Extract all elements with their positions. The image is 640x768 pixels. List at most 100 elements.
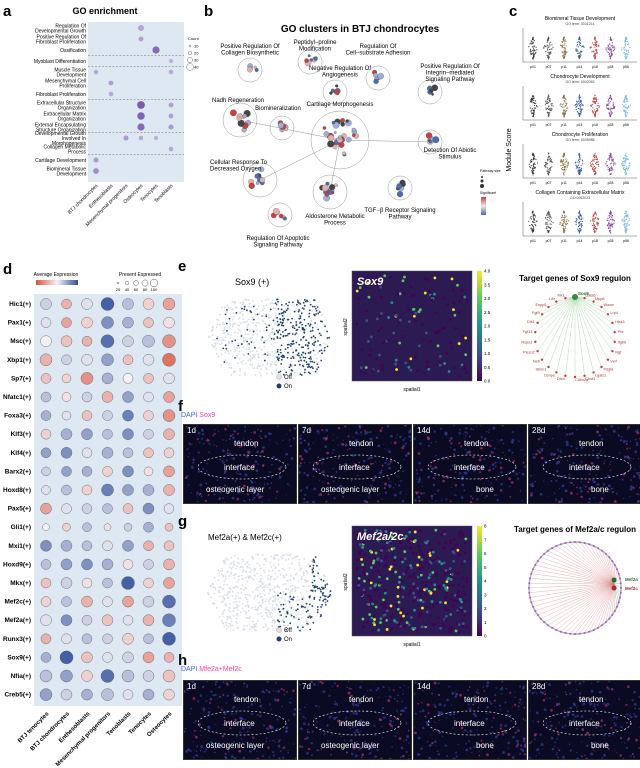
umap-cell-on xyxy=(289,622,292,625)
cluster-boundary xyxy=(365,65,391,91)
violin-point xyxy=(582,104,584,106)
umap-cell-off xyxy=(286,579,288,582)
go-term-label: Organization xyxy=(58,106,87,112)
violin-point xyxy=(613,47,615,49)
violin-point xyxy=(576,45,578,47)
umap-cell-on xyxy=(317,366,320,369)
regulon-dot xyxy=(101,353,114,367)
nucleus xyxy=(251,487,254,491)
violin-point xyxy=(626,156,628,158)
umap-cell-off xyxy=(215,353,218,356)
nucleus xyxy=(434,474,437,477)
violin-point xyxy=(628,51,630,53)
nucleus xyxy=(469,495,473,498)
umap-cell-off xyxy=(229,366,231,369)
nucleus xyxy=(468,450,470,452)
nucleus xyxy=(573,465,575,468)
nucleus xyxy=(358,425,362,428)
violin-point xyxy=(564,216,566,218)
violin-point xyxy=(624,160,626,162)
violin-point xyxy=(578,107,580,109)
spatial-spot xyxy=(404,572,408,575)
nucleus xyxy=(450,486,452,489)
violin-point xyxy=(580,216,583,218)
spatial-spot xyxy=(401,334,405,338)
violin-point xyxy=(594,53,596,56)
violin-point xyxy=(561,51,563,53)
umap-cell-off xyxy=(238,562,240,565)
nucleus xyxy=(287,483,289,486)
spatial-spot xyxy=(464,336,468,340)
go-term-label: Proliferation xyxy=(59,84,86,90)
nucleus xyxy=(442,479,446,483)
umap-cell-off xyxy=(213,602,216,605)
violin-point xyxy=(564,47,566,49)
umap-cell-on xyxy=(316,611,319,614)
nucleus xyxy=(430,465,432,467)
spatial-spot xyxy=(383,591,387,595)
nucleus xyxy=(414,425,416,427)
nucleus xyxy=(258,435,261,438)
violin-point xyxy=(562,113,565,115)
violin-point xyxy=(575,223,577,226)
network-edge xyxy=(574,296,602,368)
spatial-spot xyxy=(407,365,411,369)
violin-point xyxy=(552,222,554,224)
violin-point xyxy=(610,170,612,172)
nucleus xyxy=(365,500,369,503)
violin-point xyxy=(596,156,598,159)
violin-point xyxy=(578,225,580,227)
violin-point xyxy=(546,169,548,171)
umap-cell-off xyxy=(233,350,236,353)
micro-frame-28d: 28d tendon interface bone xyxy=(528,424,640,504)
spatial-spot xyxy=(456,610,460,614)
violin-point xyxy=(563,169,566,171)
umap-cell-off xyxy=(255,588,257,591)
spatial-spot xyxy=(457,532,461,536)
umap-cell-on xyxy=(302,605,304,608)
umap-cell-on xyxy=(300,606,303,608)
network-target-label: Fgf9 xyxy=(532,311,540,315)
nucleus xyxy=(583,484,585,486)
violin-point xyxy=(594,227,596,230)
regulon-dot xyxy=(143,391,154,403)
violin-point xyxy=(609,58,611,60)
nucleus xyxy=(500,471,503,474)
violin-point xyxy=(626,112,629,114)
spatial-spot xyxy=(450,277,454,281)
nucleus xyxy=(501,425,504,427)
violin-point xyxy=(608,216,611,219)
umap-cell-on xyxy=(285,628,288,631)
module-group-label: p01 xyxy=(530,123,536,127)
violin-point xyxy=(575,108,577,111)
violin-point xyxy=(623,101,625,103)
violin-point xyxy=(593,97,595,99)
umap-cell-off xyxy=(244,563,247,566)
nucleus xyxy=(463,471,466,474)
umap-cell-on xyxy=(308,312,311,315)
nucleus xyxy=(325,428,329,432)
spatial-spot xyxy=(385,628,389,631)
nucleus xyxy=(455,494,457,497)
regulon-dot xyxy=(81,633,93,644)
umap-cell-on xyxy=(305,339,308,342)
nucleus xyxy=(224,470,227,473)
violin-point xyxy=(563,154,565,157)
spatial-spot xyxy=(462,364,466,368)
network-target-node xyxy=(540,358,544,361)
violin-point xyxy=(609,96,611,99)
umap-cell-off xyxy=(265,323,268,326)
umap-cell-on xyxy=(300,312,303,315)
umap-cell-off xyxy=(229,602,231,605)
nucleus xyxy=(370,456,373,459)
umap-cell-off xyxy=(260,577,263,580)
violin-point xyxy=(594,43,596,45)
violin-point xyxy=(624,43,627,45)
regulon-dot xyxy=(101,316,114,329)
nucleus xyxy=(244,473,248,477)
cluster-node xyxy=(327,140,335,148)
nucleus xyxy=(374,475,377,478)
network-edge xyxy=(556,296,576,373)
violin-point xyxy=(532,214,534,216)
